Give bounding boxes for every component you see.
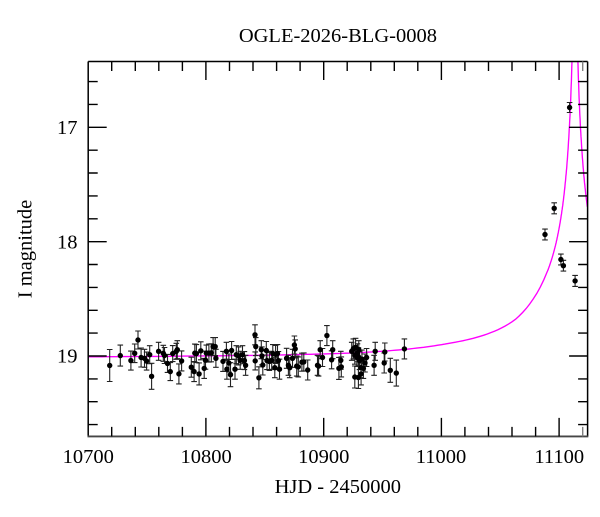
svg-text:OGLE-2026-BLG-0008: OGLE-2026-BLG-0008 <box>239 25 437 47</box>
svg-text:19: 19 <box>57 346 78 368</box>
svg-text:HJD - 2450000: HJD - 2450000 <box>275 476 401 498</box>
svg-text:I magnitude: I magnitude <box>14 200 36 299</box>
svg-text:10800: 10800 <box>180 446 231 468</box>
svg-text:10900: 10900 <box>298 446 349 468</box>
svg-text:11100: 11100 <box>534 446 584 468</box>
svg-text:18: 18 <box>57 231 78 253</box>
svg-text:10700: 10700 <box>63 446 114 468</box>
svg-text:11000: 11000 <box>416 446 467 468</box>
svg-text:17: 17 <box>57 117 78 139</box>
